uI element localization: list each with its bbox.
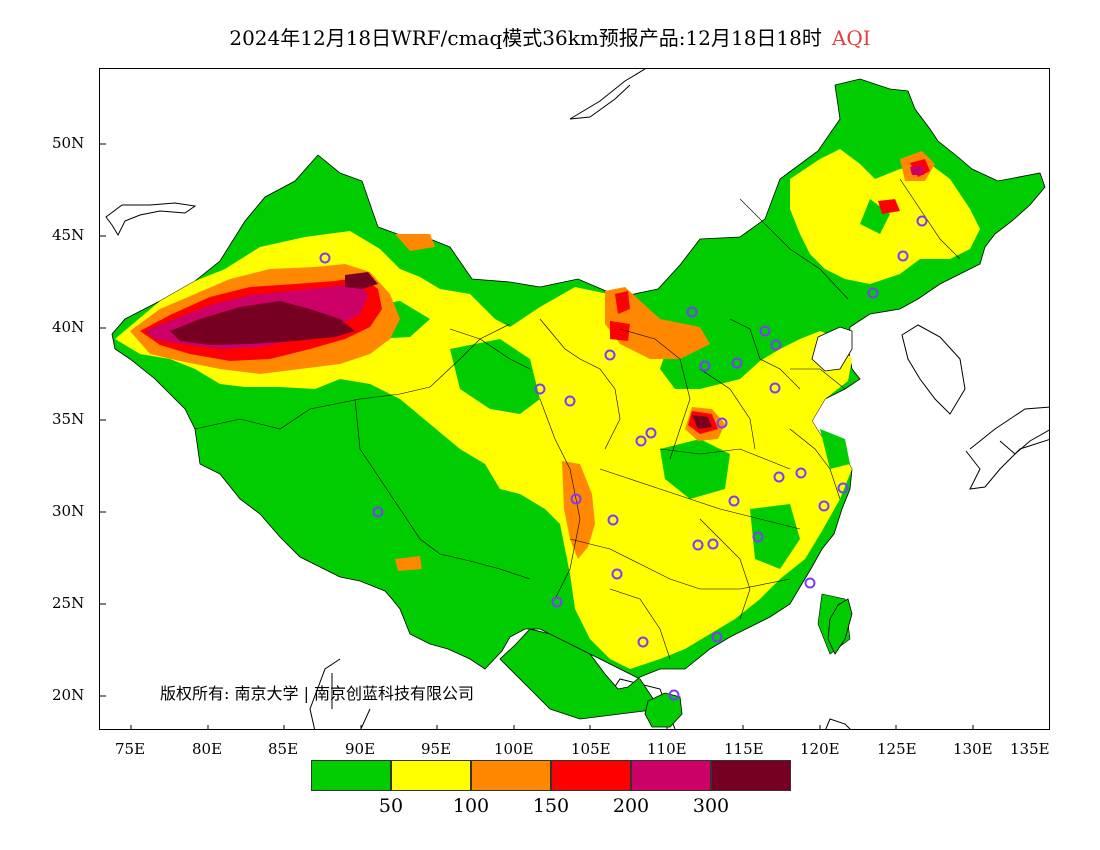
- station-marker: [607, 514, 619, 526]
- station-marker: [699, 360, 711, 372]
- station-marker: [916, 215, 928, 227]
- x-label-90e: 90E: [345, 740, 376, 758]
- legend-tick-50: 50: [378, 795, 404, 817]
- province-borders: [194, 178, 961, 660]
- station-marker: [570, 493, 582, 505]
- map-panel[interactable]: [99, 68, 1050, 730]
- x-label-100e: 100E: [494, 740, 534, 758]
- station-marker: [319, 252, 331, 264]
- legend-box-good: [311, 760, 391, 791]
- station-marker: [637, 636, 649, 648]
- aqi-map-svg: [100, 69, 1049, 729]
- x-label-85e: 85E: [268, 740, 299, 758]
- station-markers: [319, 215, 928, 701]
- taiwan-island: [827, 598, 853, 655]
- x-label-135e: 135E: [1010, 740, 1050, 758]
- legend-tick-300: 300: [692, 795, 730, 817]
- station-marker: [707, 538, 719, 550]
- station-marker: [752, 531, 764, 543]
- station-marker: [728, 495, 740, 507]
- station-marker: [635, 435, 647, 447]
- x-label-80e: 80E: [192, 740, 223, 758]
- station-marker: [372, 506, 384, 518]
- bohai-sea: [811, 326, 853, 372]
- x-label-115e: 115E: [724, 740, 764, 758]
- legend-box-moderate: [391, 760, 471, 791]
- copyright-text: 版权所有: 南京大学 | 南京创蓝科技有限公司: [160, 684, 475, 703]
- x-label-120e: 120E: [800, 740, 840, 758]
- station-marker: [711, 631, 723, 643]
- station-marker: [897, 250, 909, 262]
- map-title: 2024年12月18日WRF/cmaq模式36km预报产品:12月18日18时 A…: [0, 22, 1100, 51]
- aqi-legend: [311, 760, 791, 791]
- station-marker: [804, 577, 816, 589]
- legend-tick-150: 150: [532, 795, 570, 817]
- legend-box-usg: [471, 760, 551, 791]
- y-label-40n: 40N: [52, 318, 85, 336]
- station-marker: [716, 417, 728, 429]
- axis-ticks: [100, 143, 974, 729]
- station-marker: [837, 482, 849, 494]
- legend-tick-200: 200: [612, 795, 650, 817]
- station-marker: [770, 339, 782, 351]
- x-label-75e: 75E: [115, 740, 146, 758]
- y-label-30n: 30N: [52, 502, 85, 520]
- station-marker: [564, 395, 576, 407]
- station-marker: [731, 357, 743, 369]
- x-label-105e: 105E: [571, 740, 611, 758]
- legend-tick-100: 100: [452, 795, 490, 817]
- station-marker: [551, 596, 563, 608]
- station-marker: [769, 382, 781, 394]
- station-marker: [867, 287, 879, 299]
- station-marker: [692, 539, 704, 551]
- x-label-95e: 95E: [421, 740, 452, 758]
- aqi-region-hainan: [644, 692, 683, 728]
- station-marker: [604, 349, 616, 361]
- legend-box-very-unhealthy: [631, 760, 711, 791]
- y-label-45n: 45N: [52, 226, 85, 244]
- y-label-25n: 25N: [52, 594, 85, 612]
- station-marker: [686, 306, 698, 318]
- station-marker: [795, 467, 807, 479]
- x-label-125e: 125E: [877, 740, 917, 758]
- station-marker: [818, 500, 830, 512]
- y-label-50n: 50N: [52, 134, 85, 152]
- title-variable: AQI: [831, 26, 871, 50]
- aqi-region-hazardous: [170, 272, 712, 429]
- title-main: 2024年12月18日WRF/cmaq模式36km预报产品:12月18日18时: [229, 26, 822, 50]
- station-marker: [759, 325, 771, 337]
- legend-box-hazardous: [711, 760, 791, 791]
- legend-box-unhealthy: [551, 760, 631, 791]
- y-label-20n: 20N: [52, 686, 85, 704]
- y-label-35n: 35N: [52, 410, 85, 428]
- station-marker: [773, 471, 785, 483]
- station-marker: [611, 568, 623, 580]
- x-label-110e: 110E: [647, 740, 687, 758]
- station-marker: [668, 689, 680, 701]
- station-marker: [534, 383, 546, 395]
- station-marker: [645, 427, 657, 439]
- x-label-130e: 130E: [953, 740, 993, 758]
